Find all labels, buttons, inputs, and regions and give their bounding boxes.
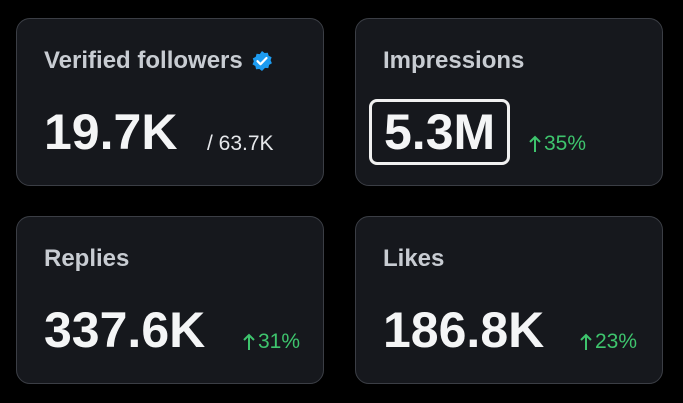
card-change: 31% [243, 330, 300, 354]
up-arrow [243, 333, 255, 350]
card-change: 23% [580, 330, 637, 354]
card-label: Verified followers [44, 47, 243, 74]
stat-card[interactable]: Impressions 5.3M 35% [355, 18, 663, 186]
stat-card[interactable]: Replies 337.6K 31% [16, 216, 324, 384]
card-value: 337.6K [44, 302, 206, 358]
card-total: / 63.7K [207, 132, 274, 155]
card-label: Likes [383, 245, 445, 272]
card-value: 186.8K [383, 302, 545, 358]
change-value: 31% [258, 330, 301, 353]
card-value: 5.3M [369, 99, 511, 165]
card-value: 19.7K [44, 104, 178, 160]
card-label: Impressions [383, 47, 525, 74]
card-label: Replies [44, 245, 130, 272]
verified-badge [252, 51, 272, 71]
stat-card[interactable]: Likes 186.8K 23% [355, 216, 663, 384]
up-arrow [580, 333, 592, 350]
card-change: 35% [529, 132, 586, 156]
up-arrow [529, 135, 541, 152]
change-value: 35% [544, 132, 587, 155]
change-value: 23% [595, 330, 638, 353]
card-label-row: Verified followers [44, 47, 273, 75]
stat-card[interactable]: Verified followers 19.7K / 63.7K [16, 18, 324, 186]
